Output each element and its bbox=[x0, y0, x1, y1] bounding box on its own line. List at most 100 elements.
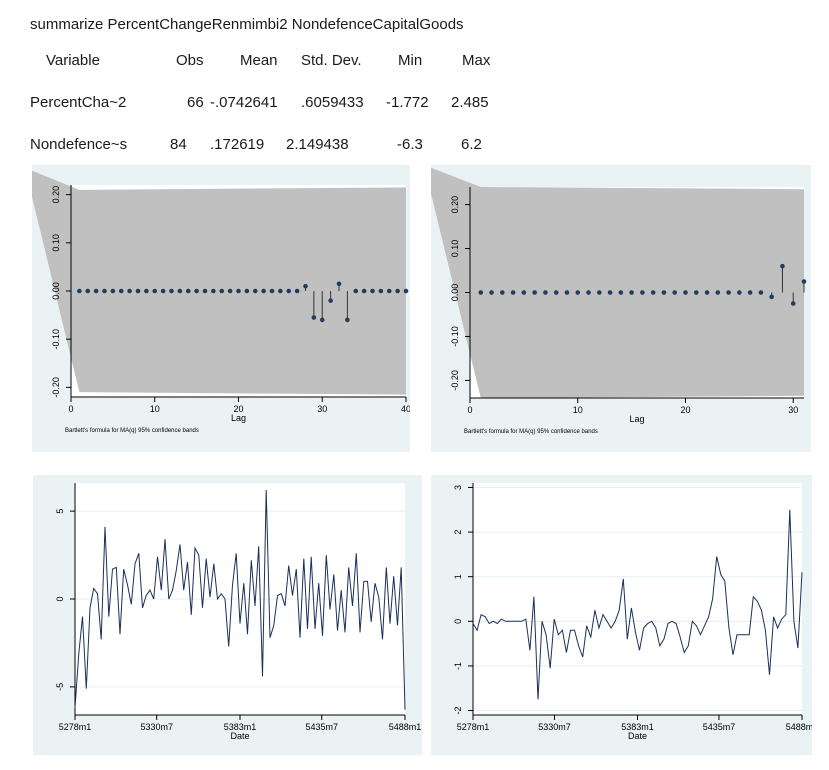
cell-obs: 84 bbox=[170, 136, 187, 153]
header-max: Max bbox=[462, 52, 491, 69]
header-obs: Obs bbox=[176, 52, 204, 69]
command-line: summarize PercentChangeRenmimbi2 Nondefe… bbox=[30, 16, 464, 33]
x-tick-label: 20 bbox=[233, 404, 243, 414]
acf-chart-panel-1: -0.20 -0.10 0.00 0.10 0.20 0 10 20 30 40 Lag Bartle… bbox=[32, 165, 410, 452]
acf-point bbox=[110, 288, 116, 294]
acf-point bbox=[102, 288, 107, 294]
acf-point bbox=[85, 288, 91, 294]
cell-mean: -.0742641 bbox=[210, 94, 278, 111]
x-tick-label: 5488m1 bbox=[786, 722, 812, 732]
y-tick-label: 0.00 bbox=[450, 284, 460, 302]
y-tick-label: 0 bbox=[453, 619, 463, 624]
acf-point bbox=[386, 288, 392, 294]
x-axis-label: Date bbox=[628, 731, 647, 741]
acf-point bbox=[543, 290, 548, 295]
acf-point bbox=[704, 290, 710, 295]
acf-point bbox=[726, 290, 731, 295]
x-tick-label: 30 bbox=[788, 405, 798, 415]
acf-point bbox=[395, 288, 400, 294]
y-tick-label: 0.20 bbox=[450, 196, 460, 214]
acf-point bbox=[328, 298, 333, 303]
x-tick-label: 5278m1 bbox=[457, 722, 490, 732]
y-tick-label: 3 bbox=[453, 485, 463, 490]
x-axis-label: Lag bbox=[231, 413, 246, 423]
acf-point bbox=[801, 279, 807, 284]
x-tick-label: 5383m1 bbox=[621, 722, 654, 732]
acf-point bbox=[152, 288, 158, 294]
plot-area bbox=[473, 483, 802, 715]
acf-point bbox=[345, 317, 350, 323]
acf-point bbox=[780, 263, 785, 269]
acf-point bbox=[370, 288, 375, 294]
acf-point bbox=[758, 290, 764, 295]
cell-stddev: 2.149438 bbox=[286, 136, 349, 153]
acf-point bbox=[693, 290, 699, 295]
y-tick-label: 0.00 bbox=[51, 282, 61, 300]
acf-point bbox=[336, 281, 342, 287]
acf-point bbox=[478, 290, 484, 295]
x-tick-label: 5330m7 bbox=[140, 722, 173, 732]
chart-note: Bartlett's formula for MA(q) 95% confide… bbox=[464, 429, 598, 435]
acf-point bbox=[144, 288, 149, 294]
x-axis-label: Lag bbox=[629, 414, 644, 424]
y-tick-label: -1 bbox=[453, 662, 463, 670]
y-tick-label: 1 bbox=[453, 574, 463, 579]
series-line bbox=[74, 489, 406, 710]
acf-point bbox=[294, 288, 300, 294]
acf-point bbox=[135, 288, 141, 294]
acf-point bbox=[319, 317, 325, 323]
header-stddev: Std. Dev. bbox=[301, 52, 362, 69]
acf-point bbox=[769, 294, 774, 300]
y-tick-label: -2 bbox=[453, 707, 463, 715]
acf-point bbox=[510, 290, 516, 295]
acf-point bbox=[269, 288, 275, 294]
acf-point bbox=[661, 290, 667, 295]
acf-point bbox=[93, 288, 99, 294]
cell-stddev: .6059433 bbox=[301, 94, 364, 111]
y-tick-label: -0.20 bbox=[450, 370, 460, 391]
acf-point bbox=[521, 290, 527, 295]
acf-chart-2: -0.20 -0.10 0.00 0.10 0.20 0 10 20 30 Lag Bartlett… bbox=[431, 167, 807, 435]
acf-point bbox=[553, 290, 559, 295]
acf-point bbox=[489, 290, 494, 295]
acf-point bbox=[607, 290, 613, 295]
x-tick-label: 5330m7 bbox=[538, 722, 571, 732]
cell-obs: 66 bbox=[187, 94, 204, 111]
y-tick-label: 5 bbox=[55, 509, 65, 514]
acf-chart-panel-2: -0.20 -0.10 0.00 0.10 0.20 0 10 20 30 Lag Bartlett… bbox=[431, 165, 811, 452]
x-tick-label: 40 bbox=[401, 404, 410, 414]
acf-point bbox=[672, 290, 678, 295]
acf-point bbox=[127, 288, 132, 294]
acf-point bbox=[211, 288, 216, 294]
y-tick-label: -5 bbox=[55, 683, 65, 691]
header-mean: Mean bbox=[240, 52, 278, 69]
confidence-band bbox=[32, 170, 406, 395]
acf-point bbox=[564, 290, 570, 295]
acf-point bbox=[311, 315, 317, 320]
acf-point bbox=[650, 290, 656, 295]
acf-point bbox=[185, 288, 191, 294]
acf-point bbox=[194, 288, 199, 294]
cell-max: 2.485 bbox=[451, 94, 489, 111]
x-tick-label: 0 bbox=[68, 404, 73, 414]
acf-point bbox=[244, 288, 250, 294]
acf-point bbox=[586, 290, 591, 295]
x-tick-label: 20 bbox=[680, 405, 690, 415]
acf-point bbox=[715, 290, 721, 295]
acf-point bbox=[629, 290, 634, 295]
acf-point bbox=[252, 288, 258, 294]
acf-point bbox=[353, 288, 359, 294]
acf-point bbox=[737, 290, 742, 295]
acf-point bbox=[77, 288, 82, 294]
cell-max: 6.2 bbox=[461, 136, 482, 153]
acf-point bbox=[303, 283, 308, 289]
y-tick-label: 0.10 bbox=[51, 234, 61, 252]
timeseries-chart-panel-1: -5 0 5 5278m1 5330m7 5383m1 5435m7 5488m1 Date bbox=[33, 475, 422, 755]
cell-min: -1.772 bbox=[386, 94, 429, 111]
cell-variable: PercentCha~2 bbox=[30, 94, 127, 111]
cell-min: -6.3 bbox=[397, 136, 423, 153]
chart-note: Bartlett's formula for MA(q) 95% confide… bbox=[65, 428, 199, 434]
acf-point bbox=[640, 290, 645, 295]
acf-point bbox=[118, 288, 124, 294]
acf-point bbox=[160, 288, 166, 294]
